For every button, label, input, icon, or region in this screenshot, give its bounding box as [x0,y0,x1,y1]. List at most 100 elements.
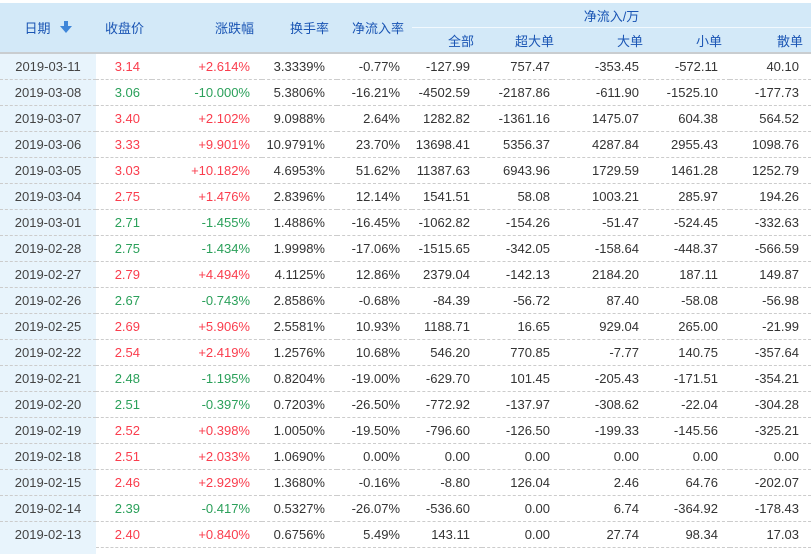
column-header-inflow-retail[interactable]: 散单 [730,27,811,53]
inflow-all-cell: 13698.41 [415,137,470,152]
date-cell: 2019-02-13 [0,521,96,548]
column-header-close[interactable]: 收盘价 [96,3,152,53]
net-inflow-rate-cell: 0.00% [363,449,400,464]
change-percent-cell: +5.906% [198,319,250,334]
inflow-super-large-cell: -142.13 [505,267,550,282]
inflow-retail-cell: 1252.79 [752,163,799,178]
turnover-rate-cell: 9.0988% [273,111,325,126]
turnover-rate-cell: 0.6756% [273,527,325,542]
inflow-large-cell: 4287.84 [592,137,639,152]
turnover-rate-cell: 4.6953% [273,163,325,178]
inflow-large-cell: 2.46 [613,475,639,490]
inflow-all-cell: -84.39 [433,293,470,308]
column-header-inflow-all[interactable]: 全部 [412,27,482,53]
inflow-large-cell: -199.33 [594,423,639,438]
close-price-cell: 3.14 [114,59,140,74]
change-percent-cell: -1.434% [201,241,250,256]
inflow-retail-cell: -354.21 [754,371,799,386]
table-row: 2019-02-19 2.52 +0.398% 1.0050% -19.50% … [0,417,811,444]
inflow-large-cell: -205.43 [594,371,639,386]
inflow-large-cell: -158.64 [594,241,639,256]
date-cell: 2019-03-11 [0,53,96,80]
net-inflow-rate-cell: -19.00% [351,371,400,386]
inflow-super-large-cell: 101.45 [510,371,550,386]
close-price-cell: 2.52 [114,423,140,438]
inflow-super-large-cell: -56.72 [513,293,550,308]
close-price-cell: 2.69 [114,319,140,334]
date-cell: 2019-03-04 [0,183,96,210]
sort-descending-icon[interactable] [59,21,72,34]
table-row: 2019-03-11 3.14 +2.614% 3.3339% -0.77% -… [0,53,811,80]
inflow-retail-cell: -177.73 [754,85,799,100]
column-header-change[interactable]: 涨跌幅 [152,3,262,53]
inflow-large-cell: -308.62 [594,397,639,412]
inflow-super-large-cell: 0.00 [524,501,550,516]
inflow-super-large-cell: 6943.96 [503,163,550,178]
net-inflow-rate-cell: -16.21% [351,85,400,100]
turnover-rate-cell: 5.3806% [273,85,325,100]
inflow-all-cell: 143.11 [431,527,470,542]
table-row: 2019-02-15 2.46 +2.929% 1.3680% -0.16% -… [0,469,811,496]
net-inflow-rate-cell: -26.07% [351,501,400,516]
column-header-inflow-large[interactable]: 大单 [562,27,651,53]
inflow-small-cell: -171.51 [673,371,718,386]
inflow-super-large-cell: 16.65 [517,319,550,334]
inflow-large-cell: 929.04 [599,319,639,334]
turnover-rate-cell: 10.9791% [266,137,325,152]
inflow-all-cell: -8.80 [440,475,470,490]
turnover-rate-cell: 2.8396% [273,189,325,204]
net-inflow-rate-cell: 23.70% [355,137,400,152]
inflow-large-cell: 6.74 [613,501,639,516]
net-inflow-rate-cell: 5.49% [363,527,400,542]
close-price-cell: 2.51 [114,449,140,464]
inflow-retail-cell: -357.64 [754,345,799,360]
change-percent-cell: -10.000% [194,85,250,100]
header-row-sub: 全部 超大单 大单 小单 散单 [0,27,811,53]
change-percent-cell: -0.417% [201,501,250,516]
inflow-all-cell: 0.00 [444,449,470,464]
close-price-cell: 2.39 [114,501,140,516]
date-cell: 2019-02-19 [0,417,96,444]
turnover-rate-cell: 3.3339% [273,59,325,74]
date-cell: 2019-03-07 [0,105,96,132]
change-percent-cell: +10.182% [191,163,250,178]
net-inflow-rate-cell: -0.16% [358,475,400,490]
close-price-cell: 2.79 [114,267,140,282]
inflow-all-cell: -4502.59 [418,85,470,100]
inflow-small-cell: 1461.28 [671,163,718,178]
net-inflow-rate-cell: -0.68% [358,293,400,308]
net-inflow-rate-cell: 12.86% [355,267,400,282]
column-header-turnover[interactable]: 换手率 [262,3,337,53]
net-inflow-rate-cell: -0.77% [358,59,400,74]
close-price-cell: 2.40 [114,527,140,542]
column-header-date[interactable]: 日期 [0,3,96,53]
close-price-cell: 2.54 [114,345,140,360]
inflow-small-cell: 604.38 [678,111,718,126]
inflow-small-cell: 187.11 [679,267,718,282]
inflow-small-cell: -58.08 [681,293,718,308]
column-header-inflow-group: 净流入/万 [412,3,811,28]
column-header-inflow-rate[interactable]: 净流入率 [337,3,412,53]
change-percent-cell: +0.398% [198,423,250,438]
date-cell: 2019-02-25 [0,313,96,340]
inflow-retail-cell: 0.00 [773,449,799,464]
close-price-cell: 2.75 [114,189,140,204]
fund-flow-table: 日期 收盘价 涨跌幅 换手率 净流入率 净流入/万 全部 超大单 大单 小单 散… [0,3,811,548]
change-percent-cell: -0.743% [201,293,250,308]
inflow-large-cell: 1729.59 [592,163,639,178]
date-cell: 2019-03-06 [0,131,96,158]
column-header-inflow-super-large[interactable]: 超大单 [482,27,562,53]
close-price-cell: 3.03 [114,163,140,178]
inflow-all-cell: 546.20 [430,345,470,360]
table-row: 2019-02-25 2.69 +5.906% 2.5581% 10.93% 1… [0,313,811,340]
close-price-cell: 2.75 [114,241,140,256]
inflow-all-cell: -536.60 [425,501,470,516]
inflow-large-cell: 87.40 [606,293,639,308]
inflow-large-cell: -51.47 [602,215,639,230]
table-body: 2019-03-11 3.14 +2.614% 3.3339% -0.77% -… [0,53,811,548]
inflow-super-large-cell: 770.85 [510,345,550,360]
inflow-super-large-cell: 126.04 [510,475,550,490]
date-cell: 2019-02-15 [0,469,96,496]
close-price-cell: 2.46 [114,475,140,490]
column-header-inflow-small[interactable]: 小单 [651,27,730,53]
